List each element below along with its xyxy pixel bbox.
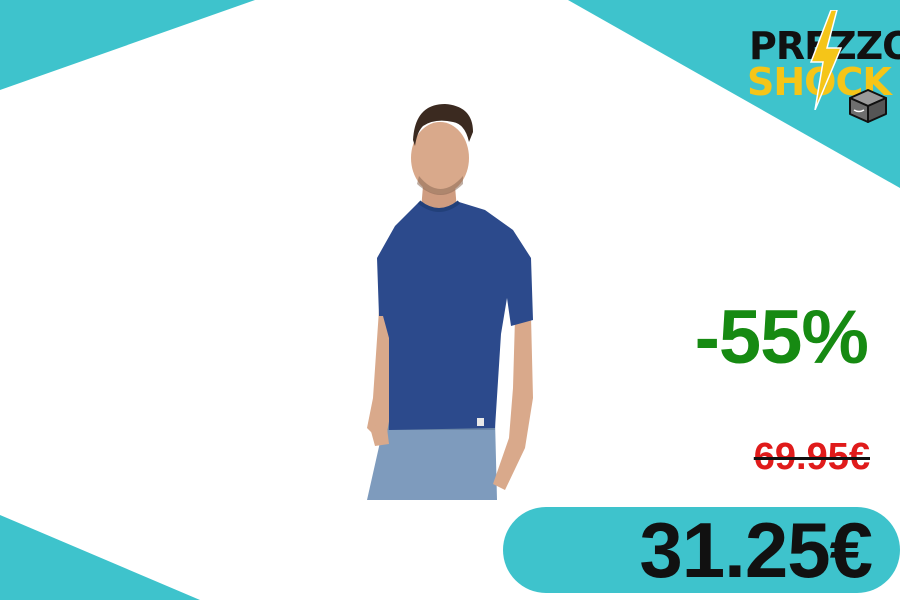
- head: [411, 122, 469, 194]
- right-arm: [493, 316, 533, 490]
- lightning-bolt-icon: [809, 10, 843, 110]
- t-shirt: [377, 202, 533, 430]
- top-left-triangle: [0, 0, 255, 90]
- price-badge: 31.25€: [503, 507, 900, 593]
- jeans: [367, 420, 497, 500]
- discount-percentage: -55%: [694, 295, 869, 380]
- package-box-icon: [849, 89, 887, 123]
- prezzo-shock-logo: PREZZO SHOCK: [745, 10, 900, 130]
- current-price: 31.25€: [639, 506, 873, 594]
- product-image: [367, 104, 533, 500]
- original-price: 69.95€: [753, 436, 870, 478]
- hair: [413, 104, 473, 146]
- bottom-left-triangle: [0, 515, 200, 600]
